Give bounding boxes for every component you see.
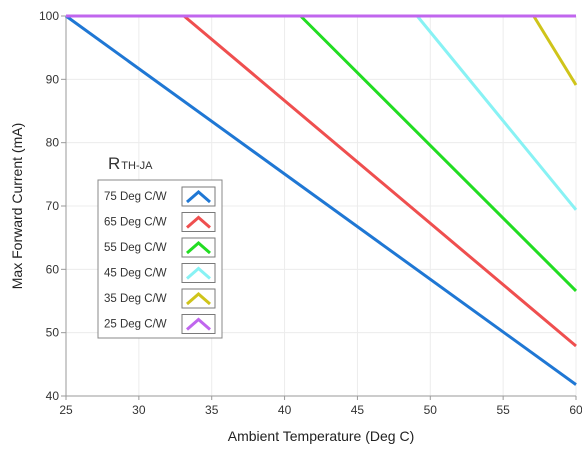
legend-label: 45 Deg C/W — [104, 268, 167, 280]
x-tick-label: 60 — [569, 403, 582, 417]
y-tick-label: 40 — [46, 389, 60, 403]
x-tick-label: 35 — [205, 403, 219, 417]
y-tick-label: 80 — [46, 136, 60, 150]
legend-swatch-mark — [186, 266, 211, 280]
x-tick-label: 45 — [351, 403, 365, 417]
legend-label: 75 Deg C/W — [104, 191, 167, 203]
legend-swatch-mark — [186, 190, 211, 204]
legend-swatch-mark — [186, 241, 211, 255]
y-tick-label: 90 — [46, 72, 60, 86]
y-tick-label: 60 — [46, 262, 60, 276]
y-tick-label: 70 — [46, 199, 60, 213]
x-axis-title: Ambient Temperature (Deg C) — [228, 428, 414, 444]
legend: RTH-JA 75 Deg C/W 65 Deg C/W 55 Deg C/W 45 … — [97, 154, 223, 339]
axes-layer: 25 30 35 40 45 50 55 60 40 50 60 70 80 90 100 — [39, 9, 582, 417]
legend-title: RTH-JA — [108, 154, 153, 173]
x-tick-label: 55 — [496, 403, 510, 417]
series-layer — [65, 14, 578, 386]
x-tick-label: 30 — [132, 403, 146, 417]
legend-label: 55 Deg C/W — [104, 242, 167, 254]
series-line-75-deg-c-w — [65, 14, 577, 386]
x-tick-label: 50 — [424, 403, 438, 417]
y-tick-label: 50 — [46, 326, 60, 340]
legend-label: 35 Deg C/W — [104, 293, 167, 305]
legend-swatch-mark — [186, 317, 211, 331]
legend-swatch-mark — [186, 215, 211, 229]
y-axis-title: Max Forward Current (mA) — [9, 123, 25, 289]
legend-swatch-box — [181, 288, 216, 309]
legend-swatch-box — [181, 263, 216, 283]
x-tick-label: 40 — [278, 403, 292, 417]
legend-swatch-box — [181, 237, 216, 258]
y-tick-label: 100 — [39, 9, 59, 23]
x-tick-label: 25 — [59, 403, 73, 417]
legend-label: 25 Deg C/W — [104, 319, 167, 331]
series-line-35-deg-c-w — [66, 14, 578, 86]
legend-swatch-box — [181, 186, 216, 207]
legend-title-subscript: TH-JA — [121, 160, 153, 172]
legend-swatch-box — [181, 212, 216, 232]
legend-swatch-box — [181, 314, 216, 334]
legend-label: 65 Deg C/W — [104, 217, 167, 229]
legend-swatch-mark — [186, 292, 211, 306]
legend-title-main: R — [108, 154, 120, 173]
